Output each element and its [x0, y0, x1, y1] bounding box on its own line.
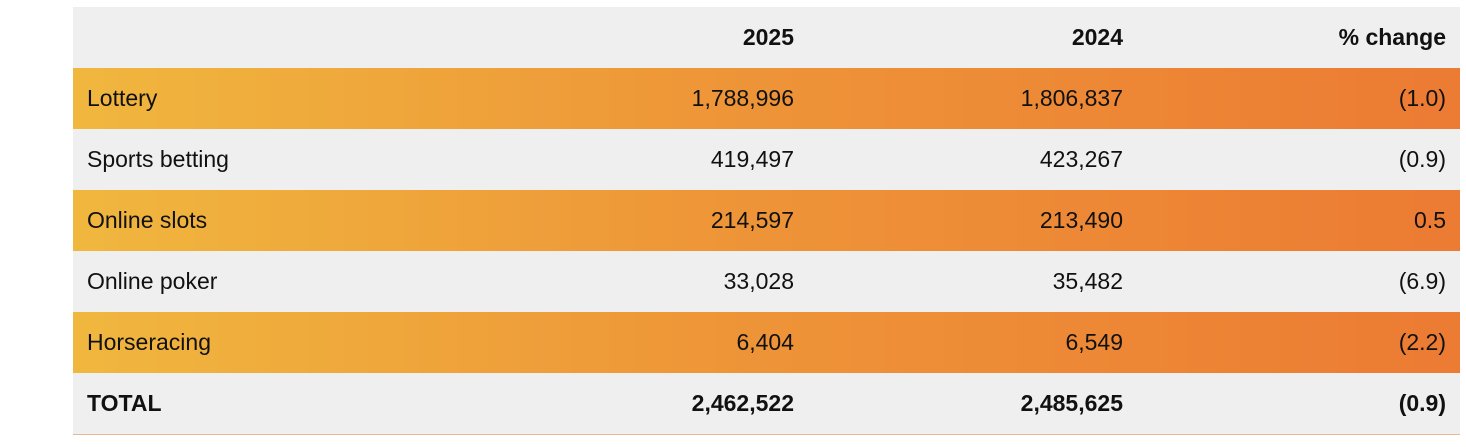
row-value-2025: 33,028 [723, 268, 794, 294]
row-pct-change: (2.2) [1398, 329, 1446, 355]
row-pct-change: (6.9) [1398, 268, 1446, 294]
row-value-2024: 423,267 [1039, 146, 1123, 172]
table-header-row: 2025 2024 % change [73, 7, 1460, 68]
table-row: Online slots 214,597 213,490 0.5 [73, 190, 1460, 251]
total-value-2024: 2,485,625 [1020, 390, 1123, 416]
row-label: Lottery [87, 85, 158, 111]
table-total-row: TOTAL 2,462,522 2,485,625 (0.9) [73, 373, 1460, 434]
row-value-2024: 213,490 [1039, 207, 1123, 233]
row-label: Sports betting [87, 146, 229, 172]
row-label: Online poker [87, 268, 218, 294]
total-pct-change: (0.9) [1398, 390, 1446, 416]
header-pct-change: % change [1338, 24, 1446, 50]
row-value-2025: 6,404 [736, 329, 794, 355]
row-value-2025: 419,497 [710, 146, 794, 172]
row-pct-change: (1.0) [1398, 85, 1446, 111]
total-label: TOTAL [87, 390, 162, 416]
table-row: Sports betting 419,497 423,267 (0.9) [73, 129, 1460, 190]
row-value-2025: 214,597 [710, 207, 794, 233]
data-table-container: 2025 2024 % change Lottery 1,788,996 1,8… [73, 7, 1460, 435]
gambling-revenue-table: 2025 2024 % change Lottery 1,788,996 1,8… [73, 7, 1460, 434]
table-row: Horseracing 6,404 6,549 (2.2) [73, 312, 1460, 373]
row-value-2024: 6,549 [1065, 329, 1123, 355]
header-2024: 2024 [1071, 24, 1123, 50]
row-value-2024: 1,806,837 [1020, 85, 1123, 111]
row-pct-change: (0.9) [1398, 146, 1446, 172]
header-2025: 2025 [742, 24, 794, 50]
row-value-2025: 1,788,996 [691, 85, 794, 111]
row-pct-change: 0.5 [1414, 207, 1446, 233]
table-row: Online poker 33,028 35,482 (6.9) [73, 251, 1460, 312]
header-empty [73, 7, 593, 68]
table-row: Lottery 1,788,996 1,806,837 (1.0) [73, 68, 1460, 129]
table-bottom-divider [73, 434, 1460, 435]
row-label: Online slots [87, 207, 208, 233]
row-label: Horseracing [87, 329, 211, 355]
row-value-2024: 35,482 [1052, 268, 1123, 294]
total-value-2025: 2,462,522 [691, 390, 794, 416]
